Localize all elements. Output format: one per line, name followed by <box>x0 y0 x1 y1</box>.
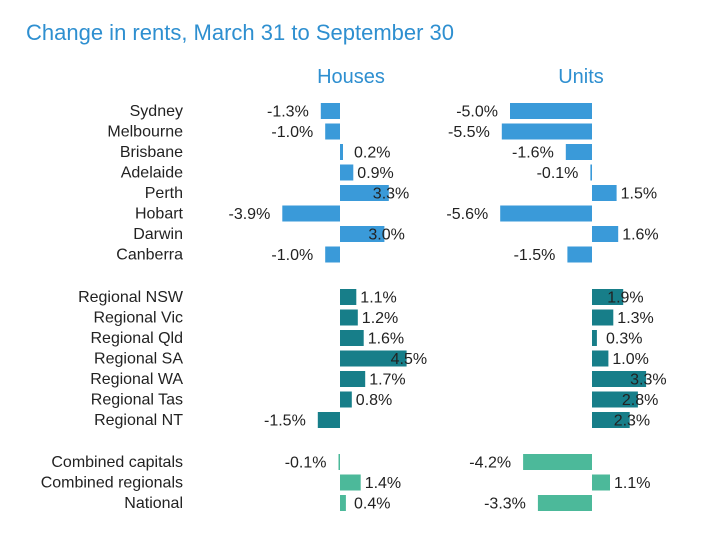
units-value-label-regional-sa: 1.0% <box>612 351 648 368</box>
units-value-label-regional-nsw: 1.9% <box>607 290 643 307</box>
houses-value-label-canberra: -1.0% <box>271 247 313 264</box>
panel-title-units: Units <box>558 66 604 88</box>
units-value-label-regional-nt: 2.3% <box>614 413 650 430</box>
houses-value-label-sydney: -1.3% <box>267 104 309 121</box>
category-label-regional-nsw: Regional NSW <box>78 289 184 306</box>
houses-value-label-regional-nt: -1.5% <box>264 413 306 430</box>
houses-bar-regional-sa <box>340 350 407 367</box>
category-label-melbourne: Melbourne <box>107 124 183 141</box>
units-value-label-melbourne: -5.5% <box>448 124 490 141</box>
units-value-label-national: -3.3% <box>484 496 526 513</box>
houses-bar-adelaide <box>340 164 354 181</box>
units-bar-canberra <box>567 246 592 263</box>
houses-value-label-combined-capitals: -0.1% <box>285 455 327 472</box>
houses-value-label-regional-wa: 1.7% <box>369 372 405 389</box>
category-label-hobart: Hobart <box>135 206 184 223</box>
houses-value-label-regional-nsw: 1.1% <box>360 290 396 307</box>
category-label-regional-tas: Regional Tas <box>91 392 183 409</box>
units-value-label-canberra: -1.5% <box>514 247 556 264</box>
houses-value-label-regional-qld: 1.6% <box>368 331 404 348</box>
houses-value-label-regional-vic: 1.2% <box>362 310 398 327</box>
houses-value-label-hobart: -3.9% <box>229 206 271 223</box>
houses-bar-regional-vic <box>340 309 358 326</box>
houses-bar-regional-nsw <box>340 289 357 305</box>
units-value-label-hobart: -5.6% <box>446 206 488 223</box>
category-label-regional-wa: Regional WA <box>90 371 183 388</box>
units-bar-brisbane <box>565 144 592 160</box>
category-labels: Sydney Melbourne Brisbane Adelaide Perth Hoba… <box>41 103 184 512</box>
houses-value-label-brisbane: 0.2% <box>354 145 390 162</box>
houses-bar-combined-regionals <box>340 474 361 491</box>
units-bar-regional-sa <box>592 350 609 367</box>
units-bar-perth <box>592 185 617 201</box>
units-bar-adelaide <box>590 164 592 181</box>
houses-value-label-combined-regionals: 1.4% <box>365 475 401 492</box>
units-bar-sydney <box>510 103 592 119</box>
houses-bar-hobart <box>282 205 340 222</box>
units-bars: -5.0% -5.5% -1.6% -0.1% 1.5% -5.6% 1.6% -1.5% 1.… <box>446 103 667 513</box>
units-value-label-combined-capitals: -4.2% <box>469 455 511 472</box>
houses-bar-regional-wa <box>340 371 366 387</box>
houses-value-label-regional-tas: 0.8% <box>356 392 392 409</box>
category-label-canberra: Canberra <box>116 247 183 264</box>
category-label-regional-nt: Regional NT <box>94 412 183 429</box>
houses-bar-regional-qld <box>340 330 364 346</box>
panel-title-houses: Houses <box>317 66 385 88</box>
category-label-combined-capitals: Combined capitals <box>51 454 183 471</box>
houses-bar-melbourne <box>325 123 340 140</box>
units-value-label-combined-regionals: 1.1% <box>614 475 650 492</box>
category-label-regional-vic: Regional Vic <box>93 310 183 327</box>
category-label-national: National <box>124 495 183 512</box>
category-label-brisbane: Brisbane <box>120 144 183 161</box>
houses-value-label-melbourne: -1.0% <box>271 124 313 141</box>
units-value-label-darwin: 1.6% <box>622 227 658 244</box>
units-value-label-sydney: -5.0% <box>456 104 498 121</box>
units-bar-hobart <box>500 205 592 222</box>
units-bar-regional-wa <box>592 371 647 387</box>
category-label-combined-regionals: Combined regionals <box>41 475 183 492</box>
units-bar-combined-regionals <box>592 474 610 491</box>
category-label-darwin: Darwin <box>133 226 183 243</box>
units-value-label-regional-vic: 1.3% <box>617 310 653 327</box>
houses-value-label-darwin: 3.0% <box>368 227 404 244</box>
units-bar-regional-nsw <box>592 289 624 305</box>
units-value-label-adelaide: -0.1% <box>537 165 579 182</box>
houses-value-label-adelaide: 0.9% <box>357 165 393 182</box>
category-label-regional-sa: Regional SA <box>94 351 183 368</box>
houses-bar-national <box>340 495 346 511</box>
units-value-label-brisbane: -1.6% <box>512 145 554 162</box>
units-bar-combined-capitals <box>523 454 592 470</box>
houses-value-label-national: 0.4% <box>354 496 390 513</box>
houses-bar-brisbane <box>340 144 343 160</box>
houses-bar-sydney <box>320 103 340 119</box>
units-bar-regional-nt <box>592 412 630 428</box>
units-value-label-regional-wa: 3.3% <box>630 372 666 389</box>
houses-bar-perth <box>340 185 389 201</box>
houses-bar-regional-tas <box>340 391 352 408</box>
category-label-perth: Perth <box>145 185 183 202</box>
units-bar-melbourne <box>501 123 592 140</box>
units-bar-darwin <box>592 226 619 242</box>
houses-bar-darwin <box>340 226 385 242</box>
units-bar-regional-qld <box>592 330 597 346</box>
units-bar-regional-vic <box>592 309 614 326</box>
houses-bar-combined-capitals <box>338 454 340 470</box>
units-value-label-perth: 1.5% <box>621 186 657 203</box>
category-label-regional-qld: Regional Qld <box>91 330 184 347</box>
houses-value-label-perth: 3.3% <box>373 186 409 203</box>
units-bar-national <box>537 495 592 511</box>
houses-bar-regional-nt <box>317 412 340 428</box>
category-label-adelaide: Adelaide <box>121 165 183 182</box>
chart-title: Change in rents, March 31 to September 3… <box>26 20 454 45</box>
houses-bars: -1.3% -1.0% 0.2% 0.9% 3.3% -3.9% 3.0% -1.0% 1.1%… <box>229 103 427 513</box>
houses-bar-canberra <box>325 246 340 263</box>
houses-value-label-regional-sa: 4.5% <box>391 351 427 368</box>
units-value-label-regional-tas: 2.8% <box>622 392 658 409</box>
units-bar-regional-tas <box>592 391 638 408</box>
units-value-label-regional-qld: 0.3% <box>606 331 642 348</box>
category-label-sydney: Sydney <box>130 103 183 120</box>
